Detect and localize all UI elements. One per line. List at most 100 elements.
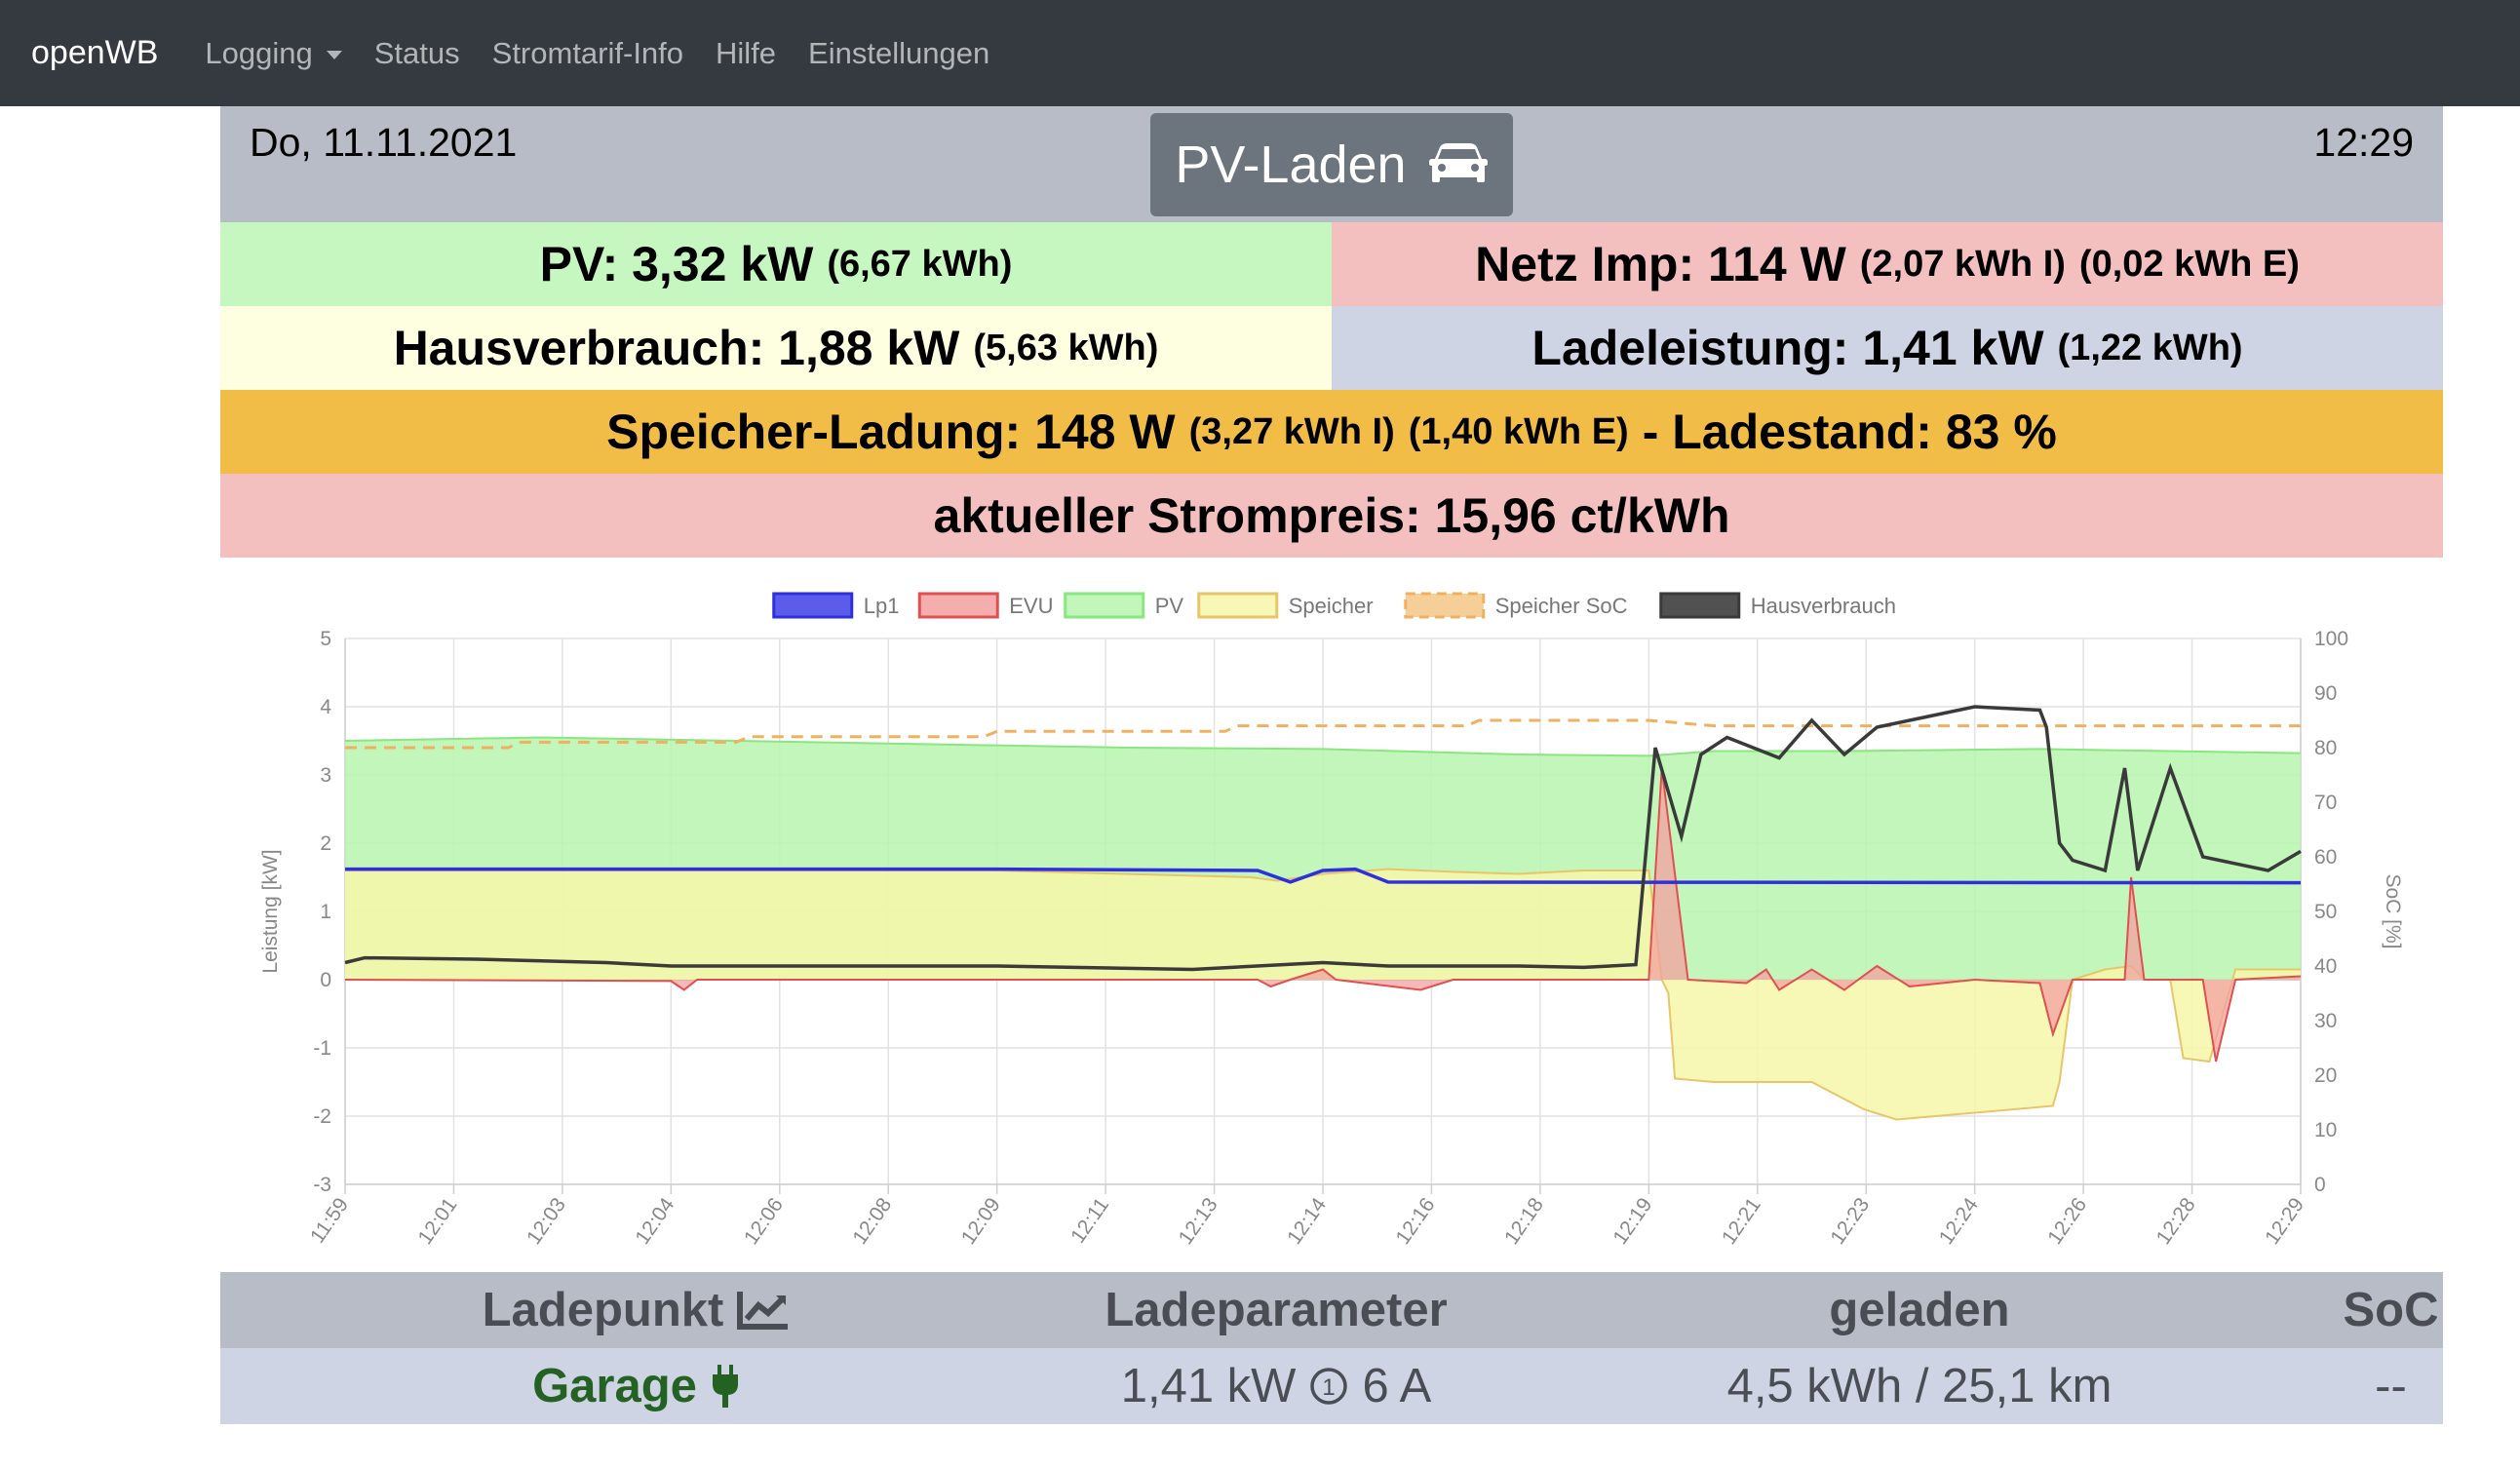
x-tick-label: 12:18 — [1500, 1194, 1548, 1249]
y2-tick-label: 50 — [2314, 901, 2337, 923]
haus-summary: Hausverbrauch: 1,88 kW (5,63 kWh) — [220, 306, 1332, 390]
chart-line-icon[interactable] — [737, 1290, 790, 1331]
legend-swatch-pv — [1064, 592, 1145, 619]
th-ladepunkt: Ladepunkt — [220, 1272, 1052, 1348]
speicher-value: Speicher-Ladung: 148 W — [606, 405, 1176, 459]
y-tick-label: 5 — [320, 628, 331, 650]
nav-hilfe[interactable]: Hilfe — [716, 35, 777, 70]
nav-stromtarif-info[interactable]: Stromtarif-Info — [491, 35, 684, 70]
ladepunkt-row[interactable]: Garage 1,41 kW 1 6 A 4,5 kWh / 25,1 km -… — [220, 1348, 2443, 1424]
nav-status[interactable]: Status — [373, 35, 460, 70]
y-tick-label: -2 — [313, 1105, 331, 1128]
th-geladen: geladen — [1829, 1284, 2010, 1336]
legend-swatch-speicher — [1197, 592, 1279, 619]
y2-tick-label: 20 — [2314, 1064, 2337, 1087]
y2-tick-label: 80 — [2314, 737, 2337, 759]
legend-swatch-hausverbrauch — [1659, 592, 1741, 619]
th-ladepunkt-label: Ladepunkt — [482, 1284, 724, 1336]
nav-logging-label: Logging — [205, 35, 313, 70]
x-tick-label: 12:16 — [1392, 1194, 1440, 1249]
lade-energy: (1,22 kWh) — [2057, 327, 2243, 368]
ladepunkt-table-header: Ladepunkt Ladeparameter geladen SoC — [220, 1272, 2443, 1348]
navbar: openWB Logging Status Stromtarif-Info Hi… — [0, 0, 2520, 106]
legend-swatch-speicher-soc — [1404, 592, 1486, 619]
y-tick-label: 0 — [320, 969, 331, 991]
series-line-evu — [344, 767, 2302, 1063]
lp-power: 1,41 kW — [1120, 1360, 1297, 1412]
brand[interactable]: openWB — [31, 34, 159, 71]
x-tick-label: 12:01 — [414, 1194, 462, 1249]
x-tick-label: 12:11 — [1066, 1194, 1113, 1248]
strompreis-summary: aktueller Strompreis: 15,96 ct/kWh — [220, 474, 2443, 558]
series-area-speicher — [345, 869, 2301, 1120]
x-tick-label: 11:59 — [306, 1194, 353, 1248]
y-tick-label: 4 — [320, 696, 331, 718]
netz-import: (2,07 kWh I) — [1859, 243, 2066, 285]
y2-tick-label: 30 — [2314, 1010, 2337, 1032]
car-icon — [1428, 143, 1488, 182]
phase-count: 1 — [1323, 1374, 1336, 1401]
x-tick-label: 12:23 — [1826, 1194, 1874, 1249]
nav-logging[interactable]: Logging — [205, 35, 342, 71]
lp-soc: -- — [2375, 1360, 2407, 1412]
x-tick-label: 12:19 — [1609, 1194, 1656, 1249]
phase-count-icon: 1 — [1310, 1368, 1348, 1405]
x-tick-label: 12:21 — [1718, 1194, 1765, 1249]
y2-tick-label: 100 — [2314, 628, 2348, 650]
legend-label-speicher-soc: Speicher SoC — [1495, 594, 1628, 618]
legend-label-speicher: Speicher — [1289, 594, 1374, 618]
speicher-soc: - Ladestand: 83 % — [1642, 405, 2057, 459]
lade-value: Ladeleistung: 1,41 kW — [1531, 321, 2044, 375]
legend-swatch-evu — [917, 592, 999, 619]
nav-einstellungen[interactable]: Einstellungen — [808, 35, 990, 70]
x-tick-label: 12:08 — [848, 1194, 896, 1249]
legend-label-evu: EVU — [1009, 594, 1053, 618]
mode-button[interactable]: PV-Laden — [1150, 113, 1513, 216]
series-line-speicher-soc — [345, 718, 2301, 750]
x-tick-label: 12:14 — [1283, 1193, 1331, 1249]
y2-tick-label: 10 — [2314, 1119, 2337, 1141]
lp-charged: 4,5 kWh / 25,1 km — [1726, 1360, 2113, 1412]
y2-axis-label: SoC [%] — [2382, 873, 2404, 948]
pv-summary: PV: 3,32 kW (6,67 kWh) — [220, 222, 1332, 306]
legend-label-hausverbrauch: Hausverbrauch — [1751, 594, 1896, 618]
netz-summary: Netz Imp: 114 W (2,07 kWh I) (0,02 kWh E) — [1332, 222, 2443, 306]
speicher-summary: Speicher-Ladung: 148 W (3,27 kWh I) (1,40 … — [220, 390, 2443, 474]
lp-params-cell: 1,41 kW 1 6 A — [1052, 1348, 1500, 1424]
y-tick-label: 1 — [320, 901, 331, 923]
y2-tick-label: 0 — [2314, 1174, 2326, 1196]
netz-export: (0,02 kWh E) — [2078, 243, 2300, 285]
x-tick-label: 12:06 — [740, 1194, 788, 1249]
lp-name-cell[interactable]: Garage — [220, 1348, 1052, 1424]
x-tick-label: 12:24 — [1935, 1193, 1983, 1249]
y2-tick-label: 70 — [2314, 792, 2337, 814]
y-tick-label: -3 — [313, 1174, 331, 1196]
y2-tick-label: 40 — [2314, 955, 2337, 978]
haus-value: Hausverbrauch: 1,88 kW — [393, 321, 960, 375]
x-tick-label: 12:09 — [957, 1194, 1005, 1249]
y2-tick-label: 60 — [2314, 846, 2337, 869]
mode-label: PV-Laden — [1175, 135, 1407, 194]
caret-down-icon — [326, 50, 342, 59]
strompreis-value: aktueller Strompreis: 15,96 ct/kWh — [933, 488, 1730, 543]
th-ladeparameter: Ladeparameter — [1105, 1284, 1448, 1336]
plug-icon — [712, 1365, 738, 1408]
speicher-import: (3,27 kWh I) — [1188, 410, 1395, 452]
pv-value: PV: 3,32 kW — [539, 237, 814, 291]
legend-label-pv: PV — [1155, 594, 1184, 618]
haus-energy: (5,63 kWh) — [973, 327, 1159, 368]
time: 12:29 — [2313, 120, 2414, 165]
y-tick-label: 3 — [320, 764, 331, 787]
header-bar: Do, 11.11.2021 PV-Laden 12:29 — [220, 106, 2443, 222]
y-axis-label: Leistung [kW] — [259, 849, 282, 973]
legend-label-lp1: Lp1 — [864, 594, 900, 618]
legend-swatch-lp1 — [772, 592, 854, 619]
lp-name: Garage — [532, 1360, 697, 1412]
th-soc: SoC — [2343, 1284, 2439, 1336]
lp-current: 6 A — [1362, 1360, 1432, 1412]
series-line-hausverbrauch — [344, 705, 2302, 972]
x-tick-label: 12:03 — [523, 1194, 570, 1249]
speicher-export: (1,40 kWh E) — [1408, 410, 1629, 452]
x-tick-label: 12:13 — [1175, 1194, 1222, 1249]
